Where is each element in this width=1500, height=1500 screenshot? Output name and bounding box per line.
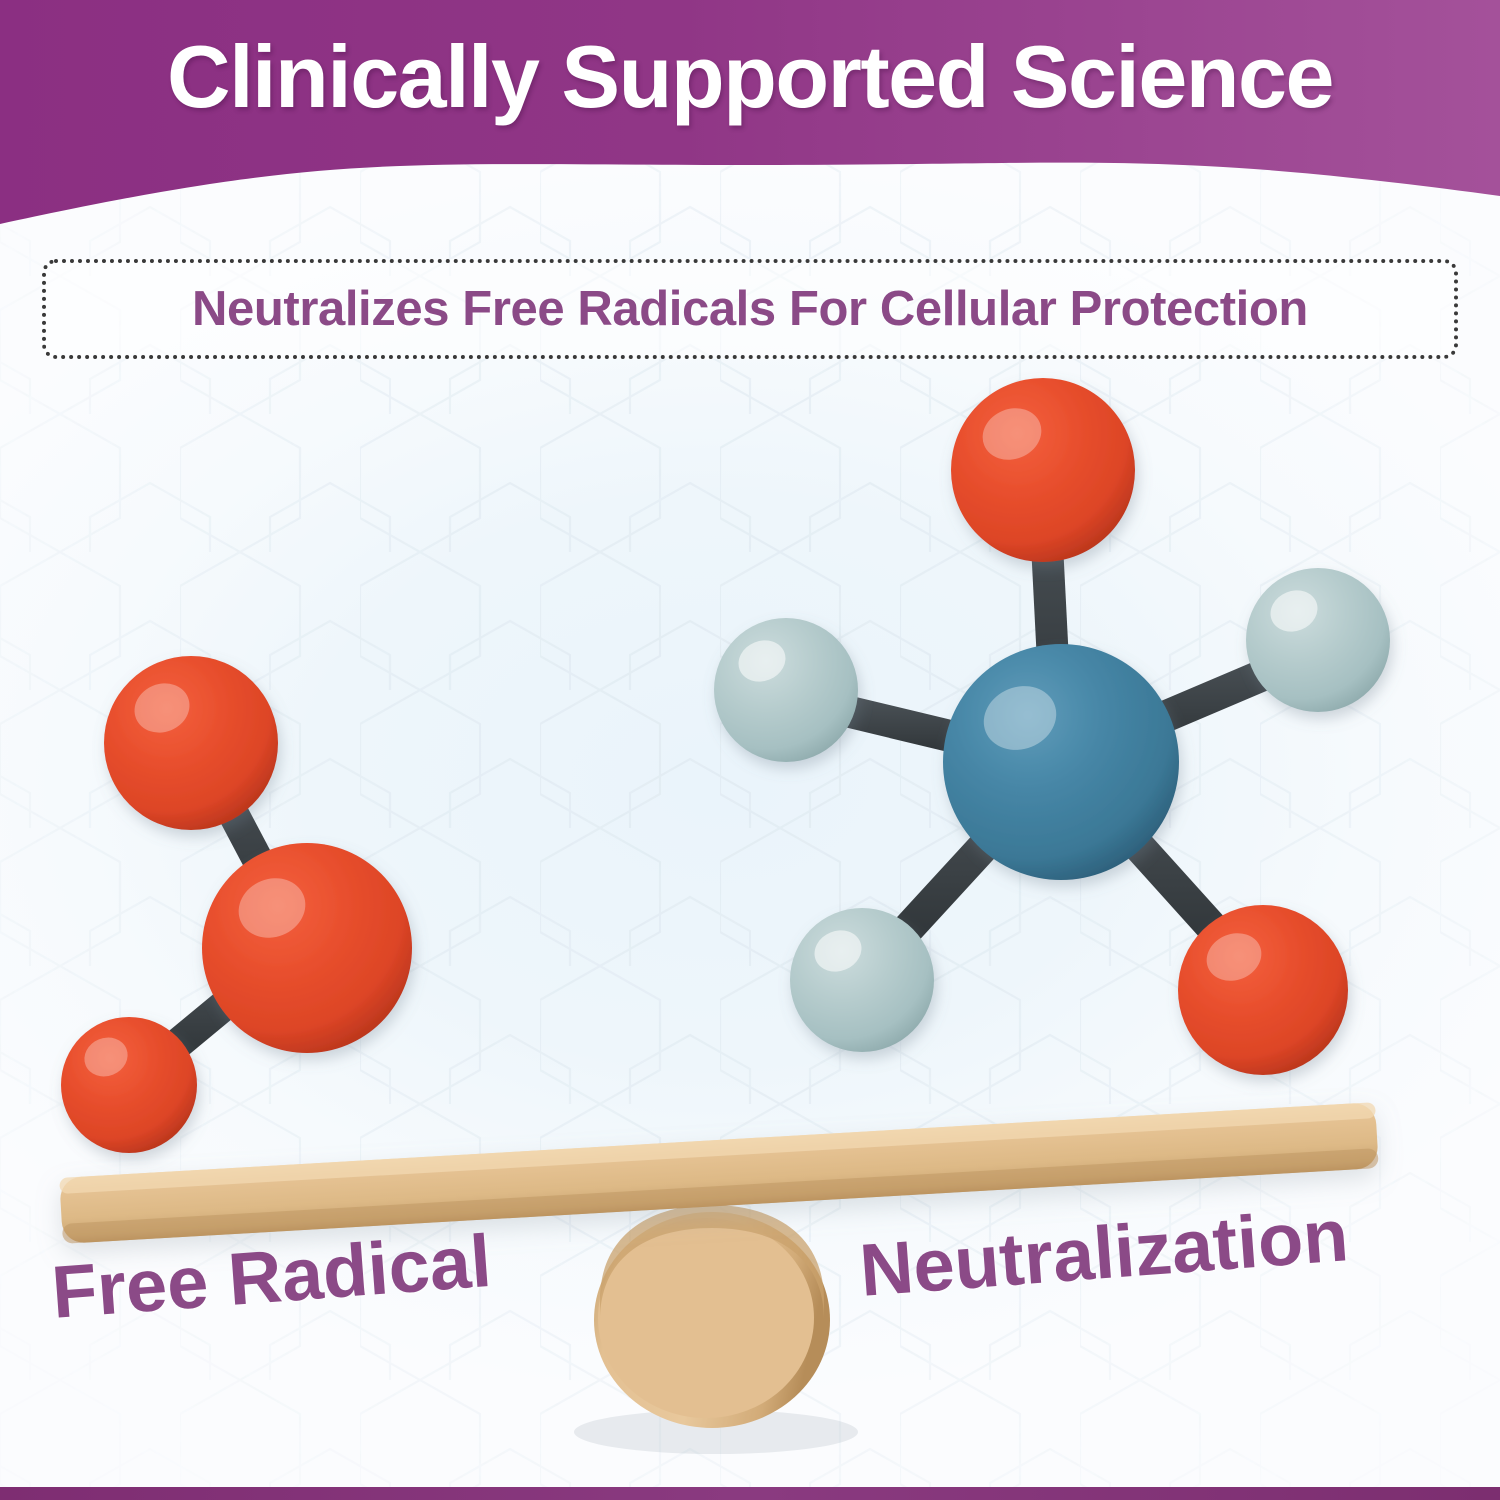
neutralized-molecule <box>714 378 1390 1075</box>
page-title: Clinically Supported Science <box>167 27 1334 126</box>
atom-gray-bottom-left <box>790 908 934 1052</box>
atom-blue-center <box>943 644 1179 880</box>
header-banner: Clinically Supported Science <box>0 0 1500 240</box>
balance-beam <box>59 1102 1379 1244</box>
subtitle-callout-box: Neutralizes Free Radicals For Cellular P… <box>42 259 1458 359</box>
atom-red-top <box>951 378 1135 562</box>
atom-red-fr-center <box>202 843 412 1053</box>
atom-red-fr-bottom <box>61 1017 197 1153</box>
subtitle-text: Neutralizes Free Radicals For Cellular P… <box>192 282 1308 336</box>
free-radical-molecule <box>61 656 412 1153</box>
header-shape <box>0 0 1500 224</box>
atom-red-fr-top <box>104 656 278 830</box>
fulcrum <box>594 1205 830 1428</box>
atom-red-bottom-right <box>1178 905 1348 1075</box>
atom-gray-left <box>714 618 858 762</box>
bottom-accent-bar <box>0 1487 1500 1500</box>
atom-gray-right <box>1246 568 1390 712</box>
fulcrum-ground-shadow <box>574 1410 858 1454</box>
